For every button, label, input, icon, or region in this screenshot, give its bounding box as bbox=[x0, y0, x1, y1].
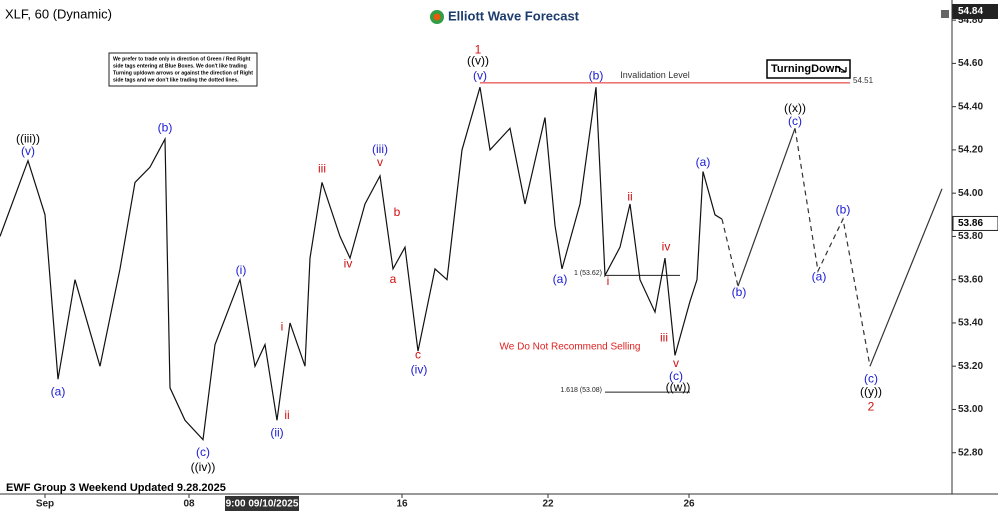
wave-label: (v) bbox=[473, 69, 487, 83]
logo-icon bbox=[433, 13, 441, 21]
projection-path bbox=[737, 128, 796, 287]
wave-label: i bbox=[607, 274, 610, 288]
wave-label: (c) bbox=[788, 114, 802, 128]
wave-label: ii bbox=[284, 408, 289, 422]
wave-label: ((iii)) bbox=[16, 131, 40, 145]
wave-label: ((x)) bbox=[784, 101, 806, 115]
note-line: side tags entering at Blue Boxes. We don… bbox=[113, 63, 247, 69]
wave-label: ii bbox=[627, 190, 632, 204]
cursor-date: 9:00 09/10/2025 bbox=[226, 499, 299, 510]
note-line: side tags and we don't like trading the … bbox=[113, 77, 239, 83]
wave-label: b bbox=[394, 205, 401, 219]
y-tick-label: 54.00 bbox=[958, 188, 983, 199]
level-label: 1 (53.62) bbox=[574, 270, 602, 277]
wave-label: iv bbox=[344, 257, 353, 271]
projection-path bbox=[721, 218, 739, 287]
wave-label: ((y)) bbox=[860, 384, 882, 398]
wave-label: (ii) bbox=[270, 425, 283, 439]
badge-box bbox=[766, 59, 851, 79]
logo: Elliott Wave Forecast bbox=[430, 8, 580, 24]
wave-label: ((v)) bbox=[467, 53, 489, 67]
y-tick-label: 52.80 bbox=[958, 447, 983, 458]
badge: TurningDown bbox=[771, 63, 841, 75]
y-tick-label: 53.80 bbox=[958, 231, 983, 242]
x-tick-label: 26 bbox=[683, 499, 695, 510]
wave-label: (iii) bbox=[372, 142, 388, 156]
y-tick-label: 53.20 bbox=[958, 361, 983, 372]
note-line: Turning up/down arrows or against the di… bbox=[113, 70, 253, 76]
x-tick-label: 22 bbox=[542, 499, 554, 510]
y-tick-label: 53.40 bbox=[958, 318, 983, 329]
wave-label: a bbox=[390, 272, 397, 286]
brand: Elliott Wave Forecast bbox=[448, 8, 580, 23]
wave-label: (b) bbox=[589, 69, 604, 83]
x-tick-label: 16 bbox=[396, 499, 408, 510]
price-tag-box bbox=[952, 215, 998, 231]
note: We prefer to trade only in direction of … bbox=[113, 56, 253, 83]
wave-label: (c) bbox=[864, 371, 878, 385]
wave-label: iii bbox=[660, 330, 668, 344]
wave-label: (v) bbox=[21, 144, 35, 158]
wave-label: ((w)) bbox=[666, 380, 691, 394]
x-tick-label: Sep bbox=[36, 499, 54, 510]
wave-label: iii bbox=[318, 162, 326, 176]
wave-label: (a) bbox=[553, 272, 568, 286]
wave-label: v bbox=[377, 155, 383, 169]
warning: We Do Not Recommend Selling bbox=[500, 342, 641, 353]
settings-icon bbox=[941, 10, 949, 18]
price-tag: 54.84 bbox=[958, 6, 983, 17]
cursor-date-box bbox=[225, 496, 299, 511]
projection-path bbox=[869, 188, 943, 367]
wave-label: i bbox=[281, 319, 284, 333]
wave-label: iv bbox=[662, 239, 671, 253]
y-tick-label: 53.00 bbox=[958, 404, 983, 415]
y-tick-label: 54.80 bbox=[958, 15, 983, 26]
wave-label: (c) bbox=[196, 445, 210, 459]
price-line bbox=[0, 87, 723, 442]
x-tick-label: 08 bbox=[183, 499, 195, 510]
y-tick-label: 54.60 bbox=[958, 58, 983, 69]
wave-label: v bbox=[673, 356, 679, 370]
wave-label: 2 bbox=[868, 399, 875, 413]
wave-label: (c) bbox=[669, 369, 683, 383]
wave-label: c bbox=[415, 348, 421, 362]
footer: EWF Group 3 Weekend Updated 9.28.2025 bbox=[6, 482, 226, 494]
wave-label: 1 bbox=[475, 43, 482, 57]
wave-label: (b) bbox=[836, 203, 851, 217]
badge-arrow bbox=[835, 65, 847, 73]
wave-label: (b) bbox=[732, 285, 747, 299]
wave-label: (i) bbox=[236, 263, 247, 277]
y-tick-label: 53.60 bbox=[958, 274, 983, 285]
wave-label: (iv) bbox=[411, 363, 428, 377]
level-value: 54.51 bbox=[853, 76, 874, 85]
level-label: 1.618 (53.08) bbox=[560, 387, 602, 394]
chart-title: XLF, 60 (Dynamic) bbox=[5, 6, 112, 21]
price-tag: 53.86 bbox=[958, 218, 983, 229]
wave-label: (a) bbox=[812, 270, 827, 284]
wave-label: (a) bbox=[51, 384, 66, 398]
y-tick-label: 54.20 bbox=[958, 145, 983, 156]
wave-label: (a) bbox=[696, 155, 711, 169]
note-box bbox=[108, 52, 258, 87]
level-label: Invalidation Level bbox=[620, 70, 690, 80]
price-tag-box bbox=[952, 3, 998, 19]
y-tick-label: 54.40 bbox=[958, 101, 983, 112]
note-line: We prefer to trade only in direction of … bbox=[113, 56, 251, 62]
projection-path bbox=[794, 128, 871, 367]
wave-label: ((iv)) bbox=[191, 460, 216, 474]
wave-label: (b) bbox=[158, 120, 173, 134]
